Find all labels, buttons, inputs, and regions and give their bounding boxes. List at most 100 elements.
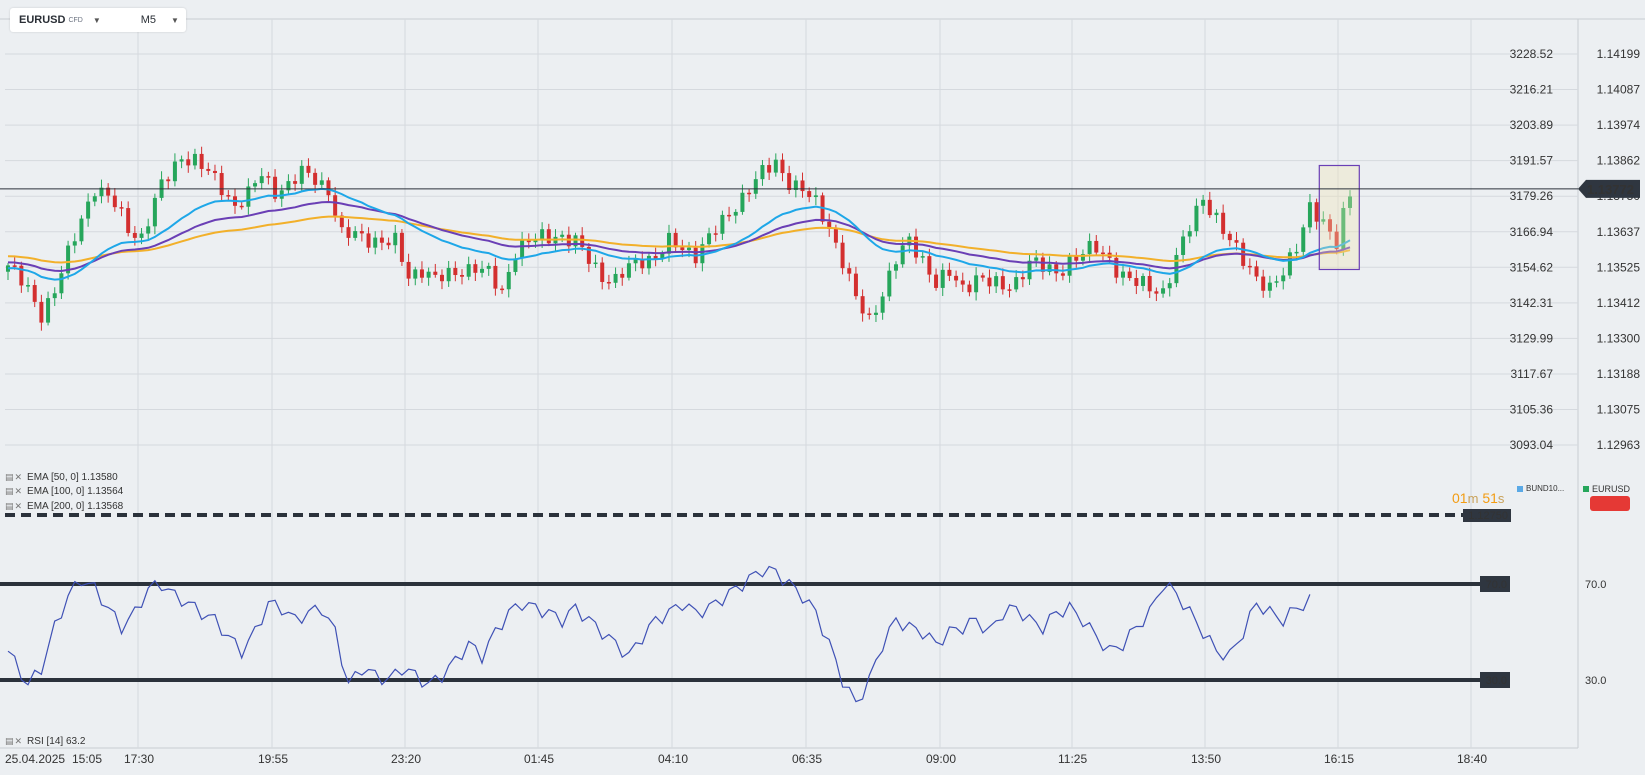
candle-body	[967, 284, 972, 293]
candle-body	[1341, 207, 1346, 250]
timeframe-selector[interactable]: M5	[140, 14, 157, 26]
candle-body	[406, 261, 411, 279]
candle-body	[887, 270, 892, 297]
candle-body	[1194, 205, 1199, 232]
candle-body	[1100, 252, 1105, 255]
legend-rsi[interactable]: ▤✕ RSI [14] 63.2	[5, 736, 85, 747]
candle-body	[1014, 277, 1019, 290]
legend-ema100-label: EMA [100, 0] 1.13564	[27, 486, 124, 497]
time-tick-label: 15:05	[72, 752, 102, 766]
candle-body	[72, 241, 77, 246]
candle-body	[460, 275, 465, 277]
timeframe-dropdown-icon[interactable]: ▼	[171, 15, 179, 25]
candle-body	[393, 232, 398, 246]
candle-body	[580, 235, 585, 247]
candle-body	[326, 180, 331, 196]
candle-body	[1007, 289, 1012, 291]
candle-body	[52, 293, 57, 299]
candle-body	[513, 258, 518, 272]
legend-settings-close-icon[interactable]: ▤✕	[5, 472, 24, 482]
candle-body	[720, 214, 725, 234]
candle-body	[1214, 212, 1219, 216]
candle-body	[934, 274, 939, 288]
candle-body	[767, 165, 772, 173]
legend-ema200-label: EMA [200, 0] 1.13568	[27, 501, 124, 512]
legend-ema200[interactable]: ▤✕ EMA [200, 0] 1.13568	[5, 501, 123, 512]
candle-body	[787, 173, 792, 190]
candle-body	[99, 187, 104, 197]
candle-body	[12, 265, 17, 267]
symbol-name[interactable]: EURUSD	[19, 14, 66, 26]
candle-body	[1314, 202, 1319, 222]
candle-body	[927, 256, 932, 275]
candle-body	[1127, 271, 1132, 279]
candle-body	[1060, 273, 1065, 276]
candle-body	[1274, 281, 1279, 283]
candle-body	[1261, 276, 1266, 291]
candle-body	[947, 269, 952, 276]
rsi-axis-label: 30.0	[1585, 675, 1606, 687]
legend-settings-close-icon[interactable]: ▤✕	[5, 736, 24, 746]
candle-body	[486, 265, 491, 269]
candle-body	[847, 268, 852, 274]
candle-body	[1287, 252, 1292, 276]
candle-body	[626, 263, 631, 278]
candle-body	[1334, 231, 1339, 250]
candle-body	[253, 183, 258, 187]
ema50-line	[7, 187, 1351, 281]
compare-eurusd[interactable]: EURUSD	[1583, 484, 1630, 494]
highlight-box	[1318, 164, 1360, 271]
candle-body	[660, 253, 665, 259]
candle-body	[987, 277, 992, 287]
candle-body	[840, 242, 845, 269]
candle-body	[433, 271, 438, 275]
price-axis-panel	[1578, 19, 1645, 519]
candle-body	[867, 313, 872, 315]
rsi-level-tag	[1480, 576, 1510, 592]
candle-body	[413, 269, 418, 279]
candle-body	[1221, 212, 1226, 234]
time-tick-label: 17:30	[124, 752, 154, 766]
legend-ema100[interactable]: ▤✕ EMA [100, 0] 1.13564	[5, 486, 123, 497]
candle-body	[212, 170, 217, 174]
rsi-level-tag	[1480, 672, 1510, 688]
candle-body	[339, 215, 344, 228]
candle-body	[446, 267, 451, 282]
time-tick-label: 16:15	[1324, 752, 1354, 766]
candle-body	[1047, 264, 1052, 272]
candle-body	[500, 288, 505, 291]
candle-body	[273, 176, 278, 199]
candle-body	[1087, 240, 1092, 255]
legend-ema50[interactable]: ▤✕ EMA [50, 0] 1.13580	[5, 472, 118, 483]
candle-body	[1040, 257, 1045, 272]
symbol-dropdown-icon[interactable]: ▼	[92, 15, 101, 25]
price-tick-right: 1.13188	[1597, 367, 1641, 381]
candle-body	[286, 181, 291, 191]
rsi-line	[7, 565, 1311, 703]
compare-bund[interactable]: BUND10...	[1517, 484, 1564, 493]
sell-button[interactable]	[1590, 496, 1630, 511]
candle-body	[366, 233, 371, 248]
candle-body	[1027, 260, 1032, 280]
candle-body	[1348, 196, 1352, 208]
rsi-level-tag-label: 70.0	[1486, 579, 1507, 591]
candle-body	[914, 236, 919, 258]
legend-settings-close-icon[interactable]: ▤✕	[5, 486, 24, 496]
candle-body	[546, 229, 551, 244]
time-tick-label: 01:45	[524, 752, 554, 766]
candle-body	[860, 296, 865, 314]
legend-settings-close-icon[interactable]: ▤✕	[5, 501, 24, 511]
price-tick-right: 1.13525	[1597, 260, 1641, 274]
candle-body	[1321, 219, 1326, 222]
candle-body	[353, 231, 358, 238]
legend-rsi-label: RSI [14] 63.2	[27, 736, 86, 747]
candle-body	[206, 168, 211, 171]
candle-body	[793, 180, 798, 190]
candle-body	[533, 240, 538, 243]
current-price-tag	[1578, 179, 1640, 198]
candle-body	[687, 247, 692, 251]
candle-body	[873, 312, 878, 315]
price-tick-right: 1.13974	[1597, 118, 1641, 132]
eurusd-color-swatch	[1583, 486, 1589, 492]
